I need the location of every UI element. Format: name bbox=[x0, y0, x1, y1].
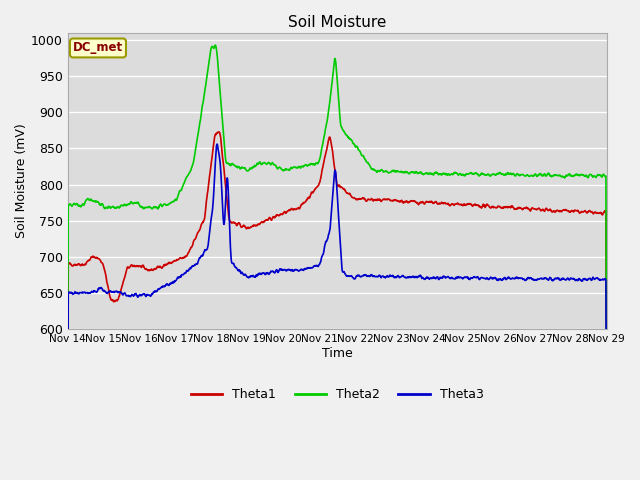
Title: Soil Moisture: Soil Moisture bbox=[288, 15, 387, 30]
Y-axis label: Soil Moisture (mV): Soil Moisture (mV) bbox=[15, 123, 28, 239]
Text: DC_met: DC_met bbox=[73, 41, 123, 54]
Legend: Theta1, Theta2, Theta3: Theta1, Theta2, Theta3 bbox=[186, 383, 488, 406]
X-axis label: Time: Time bbox=[322, 347, 353, 360]
